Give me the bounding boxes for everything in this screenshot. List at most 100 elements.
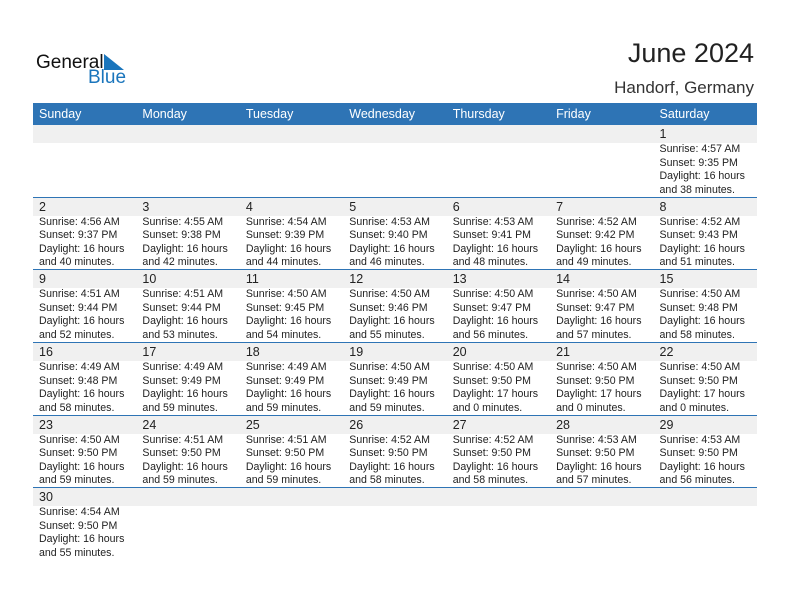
weekday-tuesday: Tuesday <box>245 107 294 121</box>
day-number: 28 <box>556 417 571 432</box>
sunrise-text: Sunrise: 4:51 AM <box>39 288 120 301</box>
daylight-text: Daylight: 16 hours <box>659 242 745 255</box>
sunset-text: Sunset: 9:45 PM <box>245 301 325 314</box>
sunrise-text: Sunrise: 4:52 AM <box>659 215 741 228</box>
weekday-thursday: Thursday <box>452 107 505 121</box>
day-number: 13 <box>452 272 467 287</box>
daylight-minutes-text: and 58 minutes. <box>39 401 115 414</box>
sunset-text: Sunset: 9:47 PM <box>556 301 635 314</box>
day-cell: 6 Sunrise: 4:53 AM Sunset: 9:41 PM Daylight… <box>447 198 550 270</box>
sunrise-text: Sunrise: 4:50 AM <box>245 288 327 301</box>
empty-cell <box>550 125 653 197</box>
week-row: 9 Sunrise: 4:51 AM Sunset: 9:44 PM Daylight… <box>33 270 757 344</box>
sunset-text: Sunset: 9:50 PM <box>39 447 118 460</box>
daylight-minutes-text: and 59 minutes. <box>39 474 115 487</box>
empty-cell <box>33 125 136 197</box>
daylight-text: Daylight: 16 hours <box>452 460 539 473</box>
sunset-text: Sunset: 9:41 PM <box>452 229 532 242</box>
daylight-minutes-text: and 57 minutes. <box>556 328 632 341</box>
daylight-minutes-text: and 56 minutes. <box>452 328 529 341</box>
day-cell: 14 Sunrise: 4:50 AM Sunset: 9:47 PM Dayligh… <box>550 270 653 342</box>
daylight-text: Daylight: 16 hours <box>659 460 745 473</box>
day-number: 8 <box>659 199 667 214</box>
day-number: 10 <box>142 272 157 287</box>
day-cell: 27 Sunrise: 4:52 AM Sunset: 9:50 PM Dayligh… <box>447 416 550 488</box>
day-number: 18 <box>245 345 260 360</box>
week-row: 2 Sunrise: 4:56 AM Sunset: 9:37 PM Daylight… <box>33 197 757 271</box>
day-number: 6 <box>452 199 460 214</box>
sunset-text: Sunset: 9:50 PM <box>556 374 635 387</box>
day-number: 1 <box>659 127 667 141</box>
sunset-text: Sunset: 9:46 PM <box>349 301 428 314</box>
day-number: 30 <box>39 490 53 505</box>
weekday-wednesday: Wednesday <box>349 107 416 121</box>
day-number: 23 <box>39 417 53 432</box>
day-cell: 16 Sunrise: 4:49 AM Sunset: 9:48 PM Dayligh… <box>33 343 136 415</box>
daylight-text: Daylight: 16 hours <box>349 242 435 255</box>
page-title: June 2024 <box>627 38 754 68</box>
sunset-text: Sunset: 9:50 PM <box>659 374 738 387</box>
sunset-text: Sunset: 9:42 PM <box>556 229 635 242</box>
daylight-text: Daylight: 16 hours <box>39 242 125 255</box>
daylight-minutes-text: and 55 minutes. <box>39 546 115 559</box>
daylight-minutes-text: and 0 minutes. <box>556 401 626 414</box>
daylight-minutes-text: and 59 minutes. <box>142 401 218 414</box>
day-cell: 17 Sunrise: 4:49 AM Sunset: 9:49 PM Dayligh… <box>136 343 239 415</box>
daylight-text: Daylight: 16 hours <box>349 388 435 401</box>
sunset-text: Sunset: 9:37 PM <box>39 229 118 242</box>
daylight-text: Daylight: 16 hours <box>39 315 125 328</box>
sunrise-text: Sunrise: 4:49 AM <box>142 361 224 374</box>
day-cell: 24 Sunrise: 4:51 AM Sunset: 9:50 PM Dayligh… <box>136 416 239 488</box>
day-cell: 26 Sunrise: 4:52 AM Sunset: 9:50 PM Dayligh… <box>343 416 446 488</box>
sunrise-text: Sunrise: 4:56 AM <box>39 215 120 228</box>
daylight-minutes-text: and 52 minutes. <box>39 328 115 341</box>
sunset-text: Sunset: 9:48 PM <box>659 301 738 314</box>
sunrise-text: Sunrise: 4:55 AM <box>142 215 224 228</box>
daylight-minutes-text: and 59 minutes. <box>349 401 425 414</box>
day-number: 7 <box>556 199 564 214</box>
calendar: Sunday Monday Tuesday Wednesday Thursday Frid… <box>33 103 757 562</box>
day-cell: 19 Sunrise: 4:50 AM Sunset: 9:49 PM Dayligh… <box>343 343 446 415</box>
day-cell: 25 Sunrise: 4:51 AM Sunset: 9:50 PM Dayligh… <box>240 416 343 488</box>
day-number: 14 <box>556 272 571 287</box>
day-cell: 1 Sunrise: 4:57 AM Sunset: 9:35 PM Daylight… <box>654 125 757 197</box>
day-cell: 7 Sunrise: 4:52 AM Sunset: 9:42 PM Daylight… <box>550 198 653 270</box>
day-cell: 29 Sunrise: 4:53 AM Sunset: 9:50 PM Dayligh… <box>654 416 757 488</box>
sunrise-text: Sunrise: 4:50 AM <box>452 361 534 374</box>
daylight-text: Daylight: 16 hours <box>245 388 332 401</box>
daylight-text: Daylight: 16 hours <box>39 533 125 546</box>
daylight-minutes-text: and 0 minutes. <box>452 401 523 414</box>
sunset-text: Sunset: 9:39 PM <box>245 229 325 242</box>
sunset-text: Sunset: 9:35 PM <box>659 156 738 169</box>
daylight-minutes-text: and 58 minutes. <box>349 474 425 487</box>
daylight-minutes-text: and 48 minutes. <box>452 256 529 269</box>
sunrise-text: Sunrise: 4:50 AM <box>659 361 741 374</box>
day-number: 2 <box>39 199 46 214</box>
daylight-minutes-text: and 40 minutes. <box>39 256 115 269</box>
sunrise-text: Sunrise: 4:50 AM <box>556 288 637 301</box>
day-cell: 20 Sunrise: 4:50 AM Sunset: 9:50 PM Dayligh… <box>447 343 550 415</box>
daylight-minutes-text: and 57 minutes. <box>556 474 632 487</box>
day-cell: 2 Sunrise: 4:56 AM Sunset: 9:37 PM Daylight… <box>33 198 136 270</box>
day-number: 5 <box>349 199 357 214</box>
sunset-text: Sunset: 9:49 PM <box>142 374 221 387</box>
weekday-header: Sunday Monday Tuesday Wednesday Thursday Frid… <box>33 103 757 125</box>
weekday-sunday: Sunday <box>39 107 82 121</box>
sunset-text: Sunset: 9:50 PM <box>452 374 532 387</box>
sunrise-text: Sunrise: 4:53 AM <box>349 215 430 228</box>
sunset-text: Sunset: 9:47 PM <box>452 301 532 314</box>
daylight-text: Daylight: 17 hours <box>452 388 539 401</box>
day-cell: 12 Sunrise: 4:50 AM Sunset: 9:46 PM Dayligh… <box>343 270 446 342</box>
daylight-text: Daylight: 16 hours <box>142 388 228 401</box>
daylight-minutes-text: and 44 minutes. <box>245 256 322 269</box>
day-cell: 8 Sunrise: 4:52 AM Sunset: 9:43 PM Daylight… <box>654 198 757 270</box>
daylight-minutes-text: and 58 minutes. <box>452 474 529 487</box>
day-cell: 10 Sunrise: 4:51 AM Sunset: 9:44 PM Dayligh… <box>136 270 239 342</box>
day-number: 21 <box>556 345 571 360</box>
sunset-text: Sunset: 9:50 PM <box>349 447 428 460</box>
sunset-text: Sunset: 9:48 PM <box>39 374 118 387</box>
empty-cell <box>550 488 653 561</box>
daylight-minutes-text: and 53 minutes. <box>142 328 218 341</box>
day-number: 27 <box>452 417 467 432</box>
sunset-text: Sunset: 9:50 PM <box>659 447 738 460</box>
